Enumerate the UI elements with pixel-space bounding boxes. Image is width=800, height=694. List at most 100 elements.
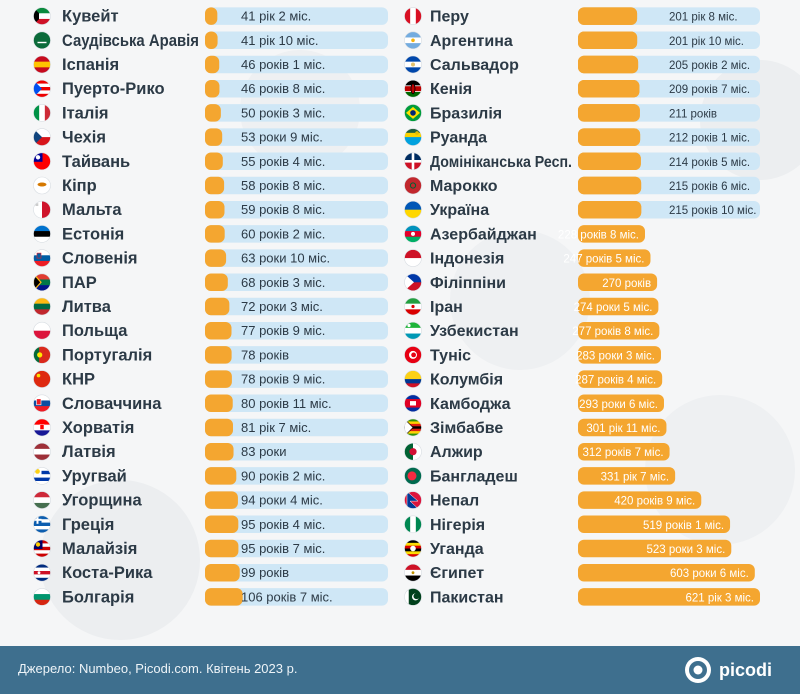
country-label: Словенія	[62, 250, 138, 268]
bar-track	[205, 225, 388, 243]
bar-track	[205, 321, 388, 340]
bar-track	[205, 128, 388, 146]
brazil-flag	[404, 104, 422, 122]
costa-rica-flag	[33, 563, 51, 582]
country-label: Азербайджан	[430, 226, 537, 243]
chart-row: Словаччина 80 років 11 міс.	[33, 394, 388, 413]
country-label: Греція	[62, 516, 114, 534]
bar-track	[205, 200, 388, 219]
bar	[578, 55, 639, 74]
latvia-flag	[33, 442, 51, 461]
chart-row: Бразилія 211 років	[404, 104, 760, 122]
country-label: Аргентина	[430, 33, 513, 50]
country-label: Естонія	[62, 225, 124, 243]
country-label: Бангладеш	[430, 468, 518, 485]
egypt-flag	[404, 563, 422, 582]
indonesia-flag	[404, 249, 422, 267]
value-label: 53 роки 9 міс.	[241, 130, 323, 145]
value-label: 41 рік 10 міс.	[241, 33, 319, 48]
value-label: 90 років 2 міс.	[241, 468, 325, 483]
country-label: Польща	[62, 322, 128, 340]
bar-track	[205, 104, 388, 122]
chart-row: Болгарія 106 років 7 міс.	[33, 588, 388, 606]
bar	[578, 152, 641, 171]
country-label: Пакистан	[430, 589, 504, 606]
country-label: Нігерія	[430, 517, 485, 534]
chart-row: Латвія 83 роки	[33, 442, 388, 461]
chart-rows: Кувейт 41 рік 2 міс. Саудівська Аравія 41 р…	[33, 7, 760, 606]
chart-row: Домініканська Респ. 214 років 5 міс.	[404, 152, 760, 171]
chart-row: Іран 274 роки 5 міс.	[404, 297, 659, 316]
value-label: 283 роки 3 міс.	[576, 350, 655, 362]
value-label: 331 рік 7 міс.	[601, 471, 670, 483]
bar	[578, 394, 664, 413]
chart-row: КНР 78 років 9 міс.	[33, 370, 388, 389]
chart-row: Аргентина 201 рік 10 міс.	[404, 31, 760, 50]
value-label: 270 років	[602, 278, 651, 290]
value-label: 519 років 1 міс.	[643, 520, 724, 532]
el-salvador-flag	[404, 55, 422, 74]
colombia-flag	[404, 370, 422, 388]
country-label: Уганда	[430, 541, 484, 558]
bar	[205, 563, 240, 582]
country-label: Філіппіни	[430, 275, 506, 292]
value-label: 201 рік 10 міс.	[669, 36, 744, 48]
zimbabwe-flag	[404, 418, 422, 437]
value-label: 55 років 4 міс.	[241, 154, 325, 169]
nigeria-flag	[404, 515, 422, 534]
footer: Джерело: Numbeo, Picodi.com. Квітень 202…	[0, 646, 800, 694]
value-label: 211 років	[669, 108, 717, 120]
left-column: Кувейт 41 рік 2 міс. Саудівська Аравія 41 р…	[33, 7, 388, 606]
value-label: 209 років 7 міс.	[669, 84, 750, 96]
value-label: 95 років 4 міс.	[241, 517, 325, 532]
bar	[578, 249, 651, 267]
country-label: Іспанія	[62, 56, 119, 74]
bar	[205, 55, 220, 74]
country-label: Колумбія	[430, 372, 503, 389]
tunisia-flag	[404, 346, 422, 364]
value-label: 94 роки 4 міс.	[241, 493, 323, 508]
country-label: Італія	[62, 104, 109, 122]
bar	[578, 79, 640, 98]
value-label: 523 роки 3 міс.	[646, 544, 725, 556]
china-flag	[33, 370, 51, 388]
bar	[205, 225, 225, 243]
value-label: 274 роки 5 міс.	[574, 302, 653, 314]
chart-row: Зімбабве 301 рік 11 міс.	[404, 418, 667, 437]
chart-row: Перу 201 рік 8 міс.	[404, 7, 760, 26]
value-label: 50 років 3 міс.	[241, 105, 325, 120]
bar	[578, 273, 658, 292]
bar	[205, 394, 233, 413]
iran-flag	[404, 297, 422, 316]
country-label: Кувейт	[62, 8, 119, 26]
chart-row: Коста-Рика 99 років	[33, 563, 388, 582]
country-label: Єгипет	[430, 565, 484, 582]
bar	[205, 152, 223, 171]
value-label: 78 років	[241, 347, 289, 362]
country-label: Перу	[430, 9, 469, 26]
chart-row: Філіппіни 270 років	[404, 273, 658, 292]
bar-track	[205, 418, 388, 437]
value-label: 215 років 10 міс.	[669, 205, 756, 217]
chart-row: Тайвань 55 років 4 міс.	[33, 152, 388, 171]
country-label: Україна	[430, 202, 489, 219]
bar	[578, 176, 642, 195]
uruguay-flag	[33, 467, 51, 485]
italy-flag	[33, 104, 51, 122]
bar	[578, 31, 638, 50]
value-label: 287 років 4 міс.	[575, 375, 656, 387]
country-label: Саудівська Аравія	[62, 32, 199, 50]
bar	[578, 297, 659, 316]
bar-chart: Кувейт 41 рік 2 міс. Саудівська Аравія 41 р…	[33, 7, 760, 607]
slovenia-flag	[33, 249, 51, 267]
bar	[578, 225, 645, 243]
chart-row: Естонія 60 років 2 міс.	[33, 225, 388, 243]
hungary-flag	[33, 491, 51, 509]
value-label: 63 роки 10 міс.	[241, 251, 330, 266]
bar	[205, 467, 237, 485]
bar	[578, 515, 731, 534]
chart-row: Уругвай 90 років 2 міс.	[33, 467, 388, 485]
bar	[205, 128, 223, 146]
country-label: Узбекистан	[430, 323, 519, 340]
value-label: 247 років 5 міс.	[563, 254, 644, 266]
